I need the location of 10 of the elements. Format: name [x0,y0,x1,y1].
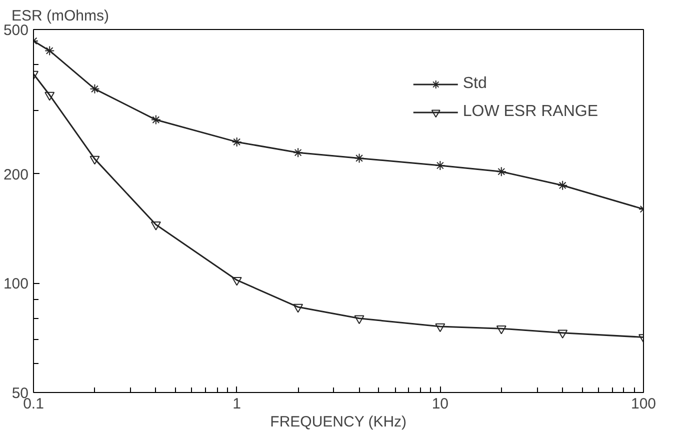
x-tick-label: 100 [630,396,656,412]
legend-label: LOW ESR RANGE [462,103,598,121]
y-tick-label: 200 [3,166,29,184]
y-tick-label: 500 [3,22,29,39]
x-tick-label: 1 [232,396,242,412]
y-axis-title: ESR (mOhms) [12,8,110,24]
x-tick-label: 10 [432,396,449,412]
x-axis-title: FREQUENCY (KHz) [270,414,407,430]
legend-label: Std [462,75,487,93]
y-tick-label: 100 [3,276,29,293]
